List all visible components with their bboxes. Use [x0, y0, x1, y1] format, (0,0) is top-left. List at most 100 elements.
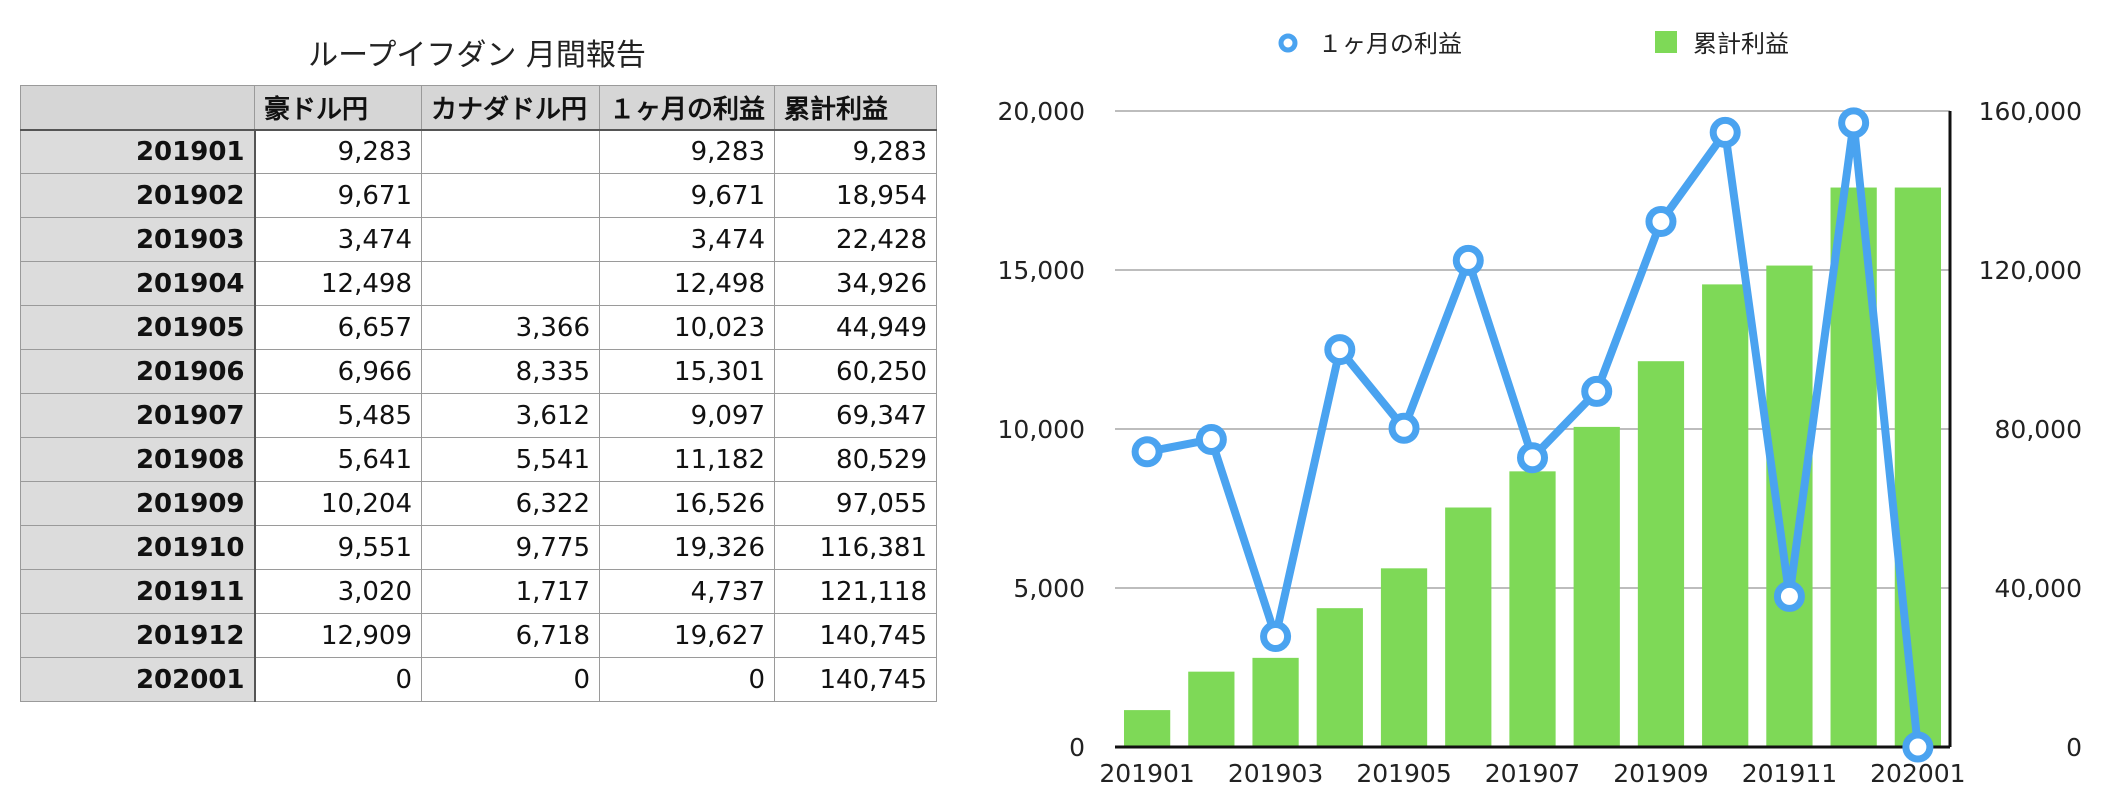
- report-table: 豪ドル円 カナダドル円 １ヶ月の利益 累計利益 201901 9,283 9,283…: [20, 85, 938, 702]
- table-row: 201907 5,485 3,612 9,097 69,347: [20, 393, 938, 438]
- table-row: 201905 6,657 3,366 10,023 44,949: [20, 305, 938, 350]
- row-month-cell: 201904: [20, 261, 256, 306]
- monthly-profit-cell: 9,283: [598, 129, 776, 174]
- cad-jpy-cell: 6,322: [421, 481, 600, 526]
- row-month-cell: 201902: [20, 173, 256, 218]
- cad-jpy-cell: 5,541: [421, 437, 600, 482]
- row-month-cell: 201911: [20, 569, 256, 614]
- y-left-tick-label: 10,000: [998, 415, 1085, 444]
- monthly-profit-cell: 0: [598, 657, 776, 702]
- aud-jpy-cell: 9,671: [254, 173, 422, 218]
- cumulative-profit-cell: 44,949: [774, 305, 938, 350]
- legend-label-cumulative: 累計利益: [1693, 30, 1789, 58]
- header-cumulative-profit: 累計利益: [774, 85, 938, 131]
- monthly-profit-point: [1581, 375, 1613, 407]
- y-right-tick-label: 40,000: [1995, 574, 2082, 603]
- cumulative-bar: [1894, 187, 1942, 747]
- combo-chart: １ヶ月の利益 累計利益 0 0 5,000 40,000 10,000 80,000 15,…: [998, 30, 2082, 788]
- monthly-profit-point: [1709, 116, 1741, 148]
- cumulative-profit-cell: 18,954: [774, 173, 938, 218]
- row-month-cell: 201906: [20, 349, 256, 394]
- cad-jpy-cell: 1,717: [421, 569, 600, 614]
- cumulative-profit-cell: 69,347: [774, 393, 938, 438]
- monthly-profit-point: [1195, 423, 1227, 455]
- y-right-tick-label: 160,000: [1979, 97, 2082, 126]
- cumulative-profit-cell: 34,926: [774, 261, 938, 306]
- y-left-tick-label: 15,000: [998, 256, 1085, 285]
- cad-jpy-cell: 9,775: [421, 525, 600, 570]
- header-corner: [20, 85, 255, 131]
- cumulative-bar: [1702, 284, 1749, 747]
- y-right-tick-label: 120,000: [1979, 256, 2082, 285]
- cumulative-profit-cell: 140,745: [774, 657, 938, 702]
- monthly-profit-cell: 9,671: [598, 173, 776, 218]
- row-month-cell: 201905: [20, 305, 256, 350]
- cad-jpy-cell: 8,335: [421, 349, 600, 394]
- cad-jpy-cell: [421, 129, 600, 174]
- x-tick-label: 202001: [1870, 759, 1965, 788]
- row-month-cell: 201912: [20, 613, 256, 658]
- legend-bar-swatch: [1655, 31, 1677, 53]
- cumulative-bar: [1188, 671, 1235, 747]
- monthly-profit-point: [1838, 107, 1870, 139]
- cumulative-bar: [1573, 426, 1620, 747]
- monthly-profit-point: [1517, 442, 1548, 474]
- row-month-cell: 201907: [20, 393, 256, 438]
- cumulative-bar: [1316, 608, 1363, 747]
- row-month-cell: 201908: [20, 437, 256, 482]
- y-left-tick-label: 5,000: [1013, 574, 1085, 603]
- cumulative-bar: [1252, 657, 1299, 747]
- x-tick-label: 201901: [1099, 759, 1194, 788]
- cumulative-profit-cell: 121,118: [774, 569, 938, 614]
- row-month-cell: 201903: [20, 217, 256, 262]
- y-right-tick-label: 0: [2066, 733, 2082, 762]
- table-title: ループイフダン 月間報告: [308, 38, 646, 73]
- table-row: 201912 12,909 6,718 19,627 140,745: [20, 613, 938, 658]
- cad-jpy-cell: 0: [421, 657, 600, 702]
- cumulative-bar: [1380, 568, 1428, 747]
- header-aud-jpy: 豪ドル円: [254, 85, 422, 131]
- table-row: 201910 9,551 9,775 19,326 116,381: [20, 525, 938, 570]
- cad-jpy-cell: [421, 217, 600, 262]
- monthly-profit-point: [1773, 580, 1805, 612]
- table-row: 201902 9,671 9,671 18,954: [20, 173, 938, 218]
- monthly-profit-cell: 16,526: [598, 481, 776, 526]
- table-row: 201908 5,641 5,541 11,182 80,529: [20, 437, 938, 482]
- cumulative-bar: [1637, 361, 1685, 747]
- table-row: 201906 6,966 8,335 15,301 60,250: [20, 349, 938, 394]
- monthly-profit-point: [1131, 436, 1163, 468]
- monthly-profit-cell: 19,627: [598, 613, 776, 658]
- row-month-cell: 201910: [20, 525, 256, 570]
- monthly-profit-point: [1902, 731, 1934, 763]
- aud-jpy-cell: 10,204: [254, 481, 422, 526]
- monthly-points: [1131, 107, 1934, 763]
- x-tick-label: 201907: [1485, 759, 1580, 788]
- aud-jpy-cell: 3,474: [254, 217, 422, 262]
- x-tick-label: 201911: [1742, 759, 1837, 788]
- cumulative-profit-cell: 97,055: [774, 481, 938, 526]
- monthly-profit-point: [1324, 334, 1356, 366]
- x-tick-label: 201903: [1228, 759, 1323, 788]
- aud-jpy-cell: 9,283: [254, 129, 422, 174]
- table-row: 201909 10,204 6,322 16,526 97,055: [20, 481, 938, 526]
- table-row: 202001 0 0 0 140,745: [20, 657, 938, 702]
- table-body: 201901 9,283 9,283 9,283 201902 9,671 9,671 18,…: [20, 129, 938, 702]
- cumulative-profit-cell: 140,745: [774, 613, 938, 658]
- cad-jpy-cell: 3,366: [421, 305, 600, 350]
- legend-line-marker: [1278, 33, 1298, 53]
- monthly-profit-point: [1388, 412, 1420, 444]
- y-left-tick-label: 0: [1069, 733, 1085, 762]
- legend: １ヶ月の利益 累計利益: [1278, 30, 1789, 58]
- monthly-profit-point: [1645, 205, 1677, 237]
- cumulative-profit-cell: 80,529: [774, 437, 938, 482]
- aud-jpy-cell: 6,657: [254, 305, 422, 350]
- row-month-cell: 202001: [20, 657, 256, 702]
- aud-jpy-cell: 0: [254, 657, 422, 702]
- aud-jpy-cell: 12,909: [254, 613, 422, 658]
- legend-label-monthly: １ヶ月の利益: [1318, 30, 1462, 58]
- monthly-profit-cell: 12,498: [598, 261, 776, 306]
- table-row: 201911 3,020 1,717 4,737 121,118: [20, 569, 938, 614]
- aud-jpy-cell: 12,498: [254, 261, 422, 306]
- cumulative-profit-cell: 22,428: [774, 217, 938, 262]
- monthly-profit-cell: 15,301: [598, 349, 776, 394]
